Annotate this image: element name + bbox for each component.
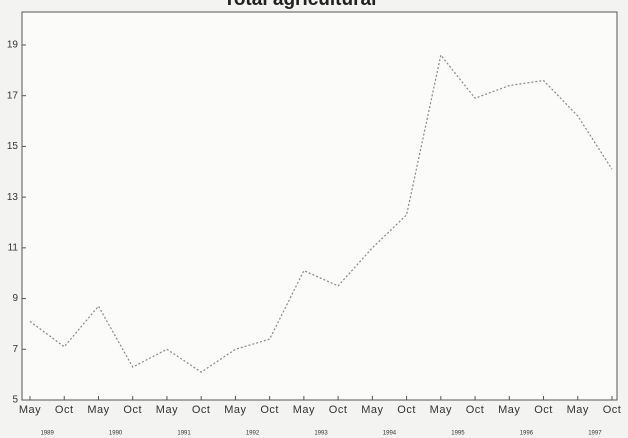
year-label: 1989: [40, 431, 54, 437]
x-tick-label: May: [361, 404, 383, 416]
x-tick-label: May: [293, 404, 315, 416]
y-tick-label: 13: [7, 192, 19, 203]
chart-title: Total agricultural: [224, 0, 377, 10]
x-tick-label: Oct: [397, 404, 416, 416]
x-tick-label: May: [430, 404, 452, 416]
x-tick-label: Oct: [123, 404, 142, 416]
x-tick-label: May: [87, 404, 109, 416]
x-tick-label: Oct: [260, 404, 279, 416]
x-tick-label: Oct: [534, 404, 553, 416]
year-label: 1990: [109, 431, 123, 437]
x-tick-label: Oct: [603, 404, 622, 416]
y-tick-label: 17: [7, 90, 19, 101]
x-tick-label: Oct: [192, 404, 211, 416]
x-tick-label: May: [567, 404, 589, 416]
year-label: 1991: [177, 431, 191, 437]
plot-frame: [21, 11, 618, 401]
y-tick-label: 11: [8, 242, 19, 253]
y-tick-label: 9: [12, 293, 18, 304]
data-line: [29, 53, 613, 373]
x-tick-label: May: [498, 404, 520, 416]
x-tick-label: Oct: [466, 404, 485, 416]
x-tick-label: May: [156, 404, 178, 416]
y-tick-label: 5: [12, 395, 18, 406]
year-label: 1994: [383, 431, 397, 437]
x-tick-label: Oct: [329, 404, 348, 416]
year-label: 1997: [588, 431, 602, 437]
x-tick-label: May: [224, 404, 246, 416]
y-tick-label: 19: [7, 40, 19, 51]
year-label: 1992: [246, 431, 260, 437]
year-label: 1996: [520, 431, 534, 437]
y-tick-label: 15: [7, 141, 19, 152]
year-label: 1995: [451, 431, 465, 437]
x-tick-label: Oct: [55, 404, 74, 416]
y-tick-label: 7: [12, 344, 18, 355]
year-label: 1993: [314, 431, 328, 437]
x-tick-label: May: [19, 404, 41, 416]
